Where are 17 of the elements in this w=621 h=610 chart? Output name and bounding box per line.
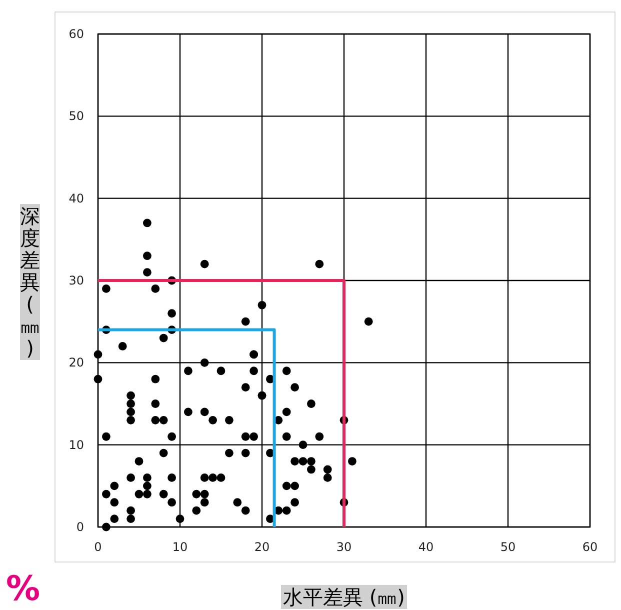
y-tick-label: 20 xyxy=(68,356,84,370)
y-axis-title: 深度差異(㎜) xyxy=(20,204,40,360)
y-tick-label: 30 xyxy=(68,274,84,288)
x-tick-label: 20 xyxy=(254,540,270,554)
y-tick-label: 50 xyxy=(68,109,84,124)
y-tick-label: 40 xyxy=(68,191,84,206)
x-tick-label: 30 xyxy=(336,540,352,554)
y-tick-label: 60 xyxy=(68,27,84,41)
y-tick-label: 10 xyxy=(68,438,84,452)
x-axis-title: 水平差異 (㎜) xyxy=(283,585,405,609)
y-tick-label: 0 xyxy=(76,520,84,534)
x-tick-label: 0 xyxy=(94,540,102,554)
x-tick-label: 50 xyxy=(500,540,516,554)
text: % xyxy=(6,569,40,609)
x-tick-label: 40 xyxy=(418,540,434,554)
x-tick-label: 10 xyxy=(172,540,188,554)
x-tick-label: 60 xyxy=(582,540,598,554)
